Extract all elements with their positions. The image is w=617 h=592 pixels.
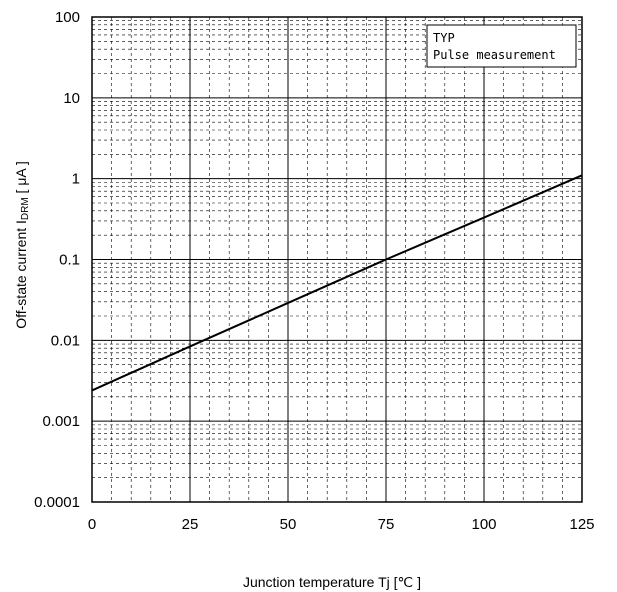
x-tick-label: 0 — [88, 516, 96, 533]
y-tick-label: 1 — [72, 171, 80, 188]
series-layer — [91, 174, 583, 392]
y-axis-label-unit: [ μA ] — [13, 161, 29, 197]
y-tick-label: 0.01 — [51, 332, 80, 349]
x-tick-label: 50 — [280, 516, 297, 533]
x-tick-labels: 0 25 50 75 100 125 — [88, 516, 595, 533]
x-tick-label: 125 — [569, 516, 594, 533]
grid — [91, 17, 583, 503]
series-line-0 — [91, 174, 583, 392]
y-axis-label-main: Off-state current I — [13, 220, 29, 329]
y-tick-label: 0.001 — [42, 413, 80, 430]
x-tick-label: 75 — [378, 516, 395, 533]
y-tick-labels: 0.0001 0.001 0.01 0.1 1 10 100 — [34, 9, 80, 511]
y-axis-label-subscript: DRM — [20, 197, 31, 220]
legend-box: TYP Pulse measurement — [426, 24, 577, 68]
x-tick-label: 25 — [182, 516, 199, 533]
y-tick-label: 100 — [55, 9, 80, 26]
y-tick-label: 10 — [63, 90, 80, 107]
x-axis-label: Junction temperature Tj [℃ ] — [243, 574, 421, 590]
plot-frame — [91, 16, 583, 503]
y-axis-label: Off-state current IDRM [ μA ] — [13, 161, 31, 329]
y-tick-label: 0.1 — [59, 252, 80, 269]
x-tick-label: 100 — [471, 516, 496, 533]
legend-text-typ: TYP — [433, 31, 455, 45]
legend-text-pulse-measurement: Pulse measurement — [433, 48, 556, 62]
y-tick-label: 0.0001 — [34, 494, 80, 511]
legend-frame — [426, 24, 577, 68]
